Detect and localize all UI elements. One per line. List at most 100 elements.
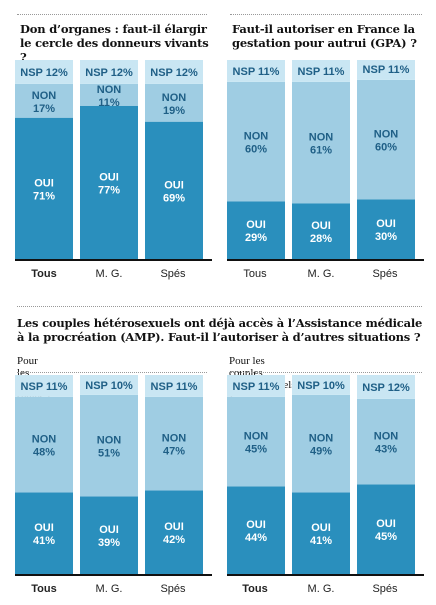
data-label: 69% [163,192,185,204]
x-axis-baseline [227,259,424,261]
bar-segment-nsp [292,375,350,395]
data-label: NSP 11% [233,66,280,78]
series-label: NON [374,129,399,141]
bar-segment-nsp [15,375,73,397]
bar-segment-oui [145,121,203,259]
data-label: 49% [310,446,332,458]
data-label: 51% [98,448,120,460]
series-label: OUI [99,524,119,536]
data-label: 47% [163,446,185,458]
bar-segment-nsp [145,375,203,397]
bar-segment-oui [292,203,350,259]
series-label: OUI [376,518,396,530]
bar-segment-non [145,83,203,122]
x-tick-label: Tous [31,583,57,595]
bar-segment-non [15,396,73,493]
series-label: OUI [376,218,396,230]
x-tick-label: Tous [243,268,267,280]
series-label: NON [374,431,399,443]
x-axis-baseline [15,574,212,576]
bar-segment-oui [292,492,350,574]
bar-segment-nsp [227,375,285,397]
top-rule [230,14,422,15]
bar-segment-oui [15,492,73,574]
x-tick-label: M. G. [307,268,335,280]
series-label: OUI [311,220,331,232]
series-label: OUI [246,219,266,231]
bar-segment-oui [80,105,138,259]
data-label: 19% [163,105,185,117]
series-label: NON [309,132,334,144]
data-label: NSP 12% [150,67,198,79]
data-label: NSP 12% [362,382,410,394]
x-tick-label: Spés [372,268,398,280]
x-tick-label: M. G. [95,268,123,280]
data-label: 45% [375,531,397,543]
series-label: NON [32,90,57,102]
data-label: NSP 11% [233,381,280,393]
x-tick-label: Tous [31,268,57,280]
x-tick-label: Tous [242,583,268,595]
series-label: OUI [34,177,54,189]
x-tick-label: Spés [160,583,186,595]
data-label: 30% [375,231,397,243]
series-label: OUI [99,171,119,183]
data-label: 42% [163,534,185,546]
bar-segment-nsp [227,60,285,82]
bar-segment-oui [357,484,415,574]
data-label: NSP 11% [21,381,68,393]
bar-segment-oui [145,490,203,574]
data-label: 41% [310,535,332,547]
bar-segment-oui [15,117,73,260]
data-label: NSP 10% [297,380,345,392]
data-label: 71% [33,190,55,202]
data-label: 29% [245,232,267,244]
x-tick-label: M. G. [307,583,335,595]
x-tick-label: M. G. [95,583,123,595]
series-label: OUI [34,522,54,534]
series-label: NON [32,434,57,446]
data-label: 44% [245,532,267,544]
data-label: 11% [98,97,120,109]
top-rule [17,14,207,15]
x-tick-label: Spés [372,583,398,595]
x-axis-baseline [227,574,424,576]
series-label: NON [162,433,187,445]
data-label: NSP 11% [298,66,345,78]
chart-title: Faut-il autoriser en France la gestation… [232,22,417,50]
series-label: NON [244,431,269,443]
series-label: NON [244,131,269,143]
bar-segment-non [357,79,415,200]
bar-segment-oui [227,486,285,574]
bar-segment-non [80,394,138,497]
bar-segment-non [145,396,203,491]
bar-segment-nsp [15,60,73,84]
series-label: OUI [311,522,331,534]
bar-segment-nsp [357,375,415,399]
section-headline: Les couples hétérosexuels ont déjà accès… [17,316,423,344]
section-rule [17,306,422,307]
x-tick-label: Spés [160,268,186,280]
x-axis-baseline [15,259,212,261]
bar-segment-oui [227,201,285,259]
series-label: NON [97,84,122,96]
data-label: NSP 10% [85,380,133,392]
data-label: 17% [33,103,55,115]
data-label: 77% [98,184,120,196]
bar-segment-nsp [145,60,203,84]
data-label: NSP 11% [363,64,410,76]
series-label: NON [97,435,122,447]
bar-segment-non [15,83,73,118]
chart-title: Don d’organes : faut-il élargir le cercl… [20,22,209,64]
series-label: OUI [246,519,266,531]
bar-segment-non [227,81,285,202]
bar-segment-non [292,81,350,204]
data-label: 48% [33,447,55,459]
bar-segment-nsp [292,60,350,82]
subtitle-rule [17,372,207,373]
bar-segment-oui [80,496,138,574]
bar-segment-non [227,396,285,487]
